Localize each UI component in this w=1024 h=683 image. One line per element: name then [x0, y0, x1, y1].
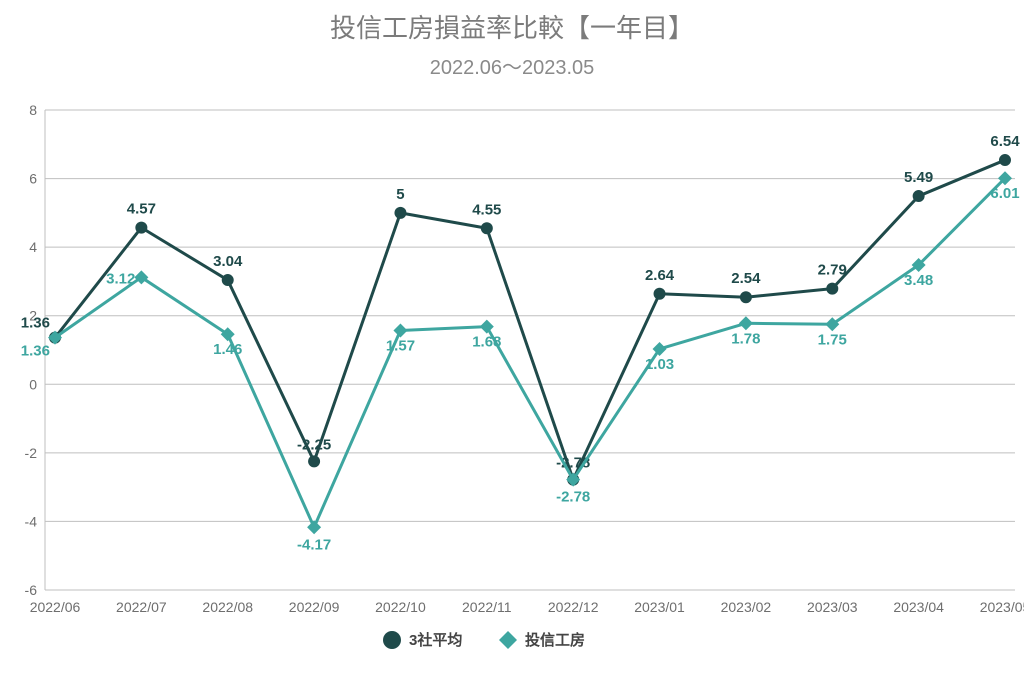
data-label: -2.25: [297, 436, 331, 453]
marker-circle: [740, 291, 752, 303]
marker-circle: [135, 222, 147, 234]
data-label: 4.57: [127, 201, 156, 218]
marker-circle: [654, 288, 666, 300]
data-label: 3.48: [904, 272, 933, 289]
data-label: 5.49: [904, 169, 933, 186]
data-label: 1.78: [731, 330, 760, 347]
x-tick-label: 2022/12: [548, 599, 599, 615]
data-label: 2.64: [645, 267, 675, 284]
x-tick-label: 2022/09: [289, 599, 340, 615]
x-tick-label: 2022/10: [375, 599, 426, 615]
data-label: 2.54: [731, 270, 761, 287]
legend-marker-diamond: [499, 631, 517, 649]
chart-svg: -6-4-2024682022/062022/072022/082022/092…: [0, 90, 1024, 683]
marker-circle: [308, 455, 320, 467]
marker-circle: [826, 283, 838, 295]
chart-subtitle: 2022.06〜2023.05: [0, 51, 1024, 80]
line-chart-container: 投信工房損益率比較【一年目】 2022.06〜2023.05 -6-4-2024…: [0, 0, 1024, 683]
data-label: 6.01: [990, 185, 1019, 202]
data-label: -4.17: [297, 536, 331, 553]
data-label: 1.03: [645, 356, 674, 373]
marker-diamond: [739, 316, 753, 330]
legend-label: 投信工房: [525, 631, 585, 649]
data-label: 1.75: [818, 331, 847, 348]
x-tick-label: 2023/04: [893, 599, 944, 615]
marker-diamond: [307, 520, 321, 534]
legend-label: 3社平均: [409, 631, 462, 649]
marker-circle: [999, 154, 1011, 166]
marker-circle: [913, 190, 925, 202]
data-label: 1.46: [213, 341, 242, 358]
data-label: 1.36: [21, 315, 50, 332]
x-tick-label: 2023/03: [807, 599, 858, 615]
data-label: 1.68: [472, 334, 501, 351]
chart-title: 投信工房損益率比較【一年目】: [0, 0, 1024, 45]
x-tick-label: 2023/02: [721, 599, 772, 615]
y-tick-label: -6: [25, 582, 38, 598]
data-label: -2.78: [556, 489, 590, 506]
y-tick-label: -2: [25, 445, 38, 461]
series-line-0: [55, 160, 1005, 480]
y-tick-label: 6: [29, 171, 37, 187]
x-tick-label: 2023/05: [980, 599, 1024, 615]
legend-marker-circle: [383, 631, 401, 649]
marker-diamond: [480, 320, 494, 334]
marker-circle: [394, 207, 406, 219]
x-tick-label: 2022/08: [202, 599, 253, 615]
marker-circle: [222, 274, 234, 286]
data-label: 3.04: [213, 253, 243, 270]
data-label: 1.57: [386, 337, 415, 354]
data-label: 2.79: [818, 262, 847, 279]
data-label: 1.36: [21, 343, 50, 360]
data-label: 6.54: [990, 133, 1020, 150]
data-label: 5: [396, 186, 404, 203]
x-tick-label: 2022/07: [116, 599, 167, 615]
data-label: 3.12: [106, 270, 135, 287]
y-tick-label: 8: [29, 102, 37, 118]
data-label: 4.55: [472, 201, 501, 218]
x-tick-label: 2023/01: [634, 599, 685, 615]
y-tick-label: 0: [29, 376, 37, 392]
x-tick-label: 2022/06: [30, 599, 81, 615]
y-tick-label: 4: [29, 239, 37, 255]
marker-diamond: [393, 323, 407, 337]
marker-circle: [481, 222, 493, 234]
x-tick-label: 2022/11: [462, 599, 512, 615]
y-tick-label: -4: [25, 513, 38, 529]
